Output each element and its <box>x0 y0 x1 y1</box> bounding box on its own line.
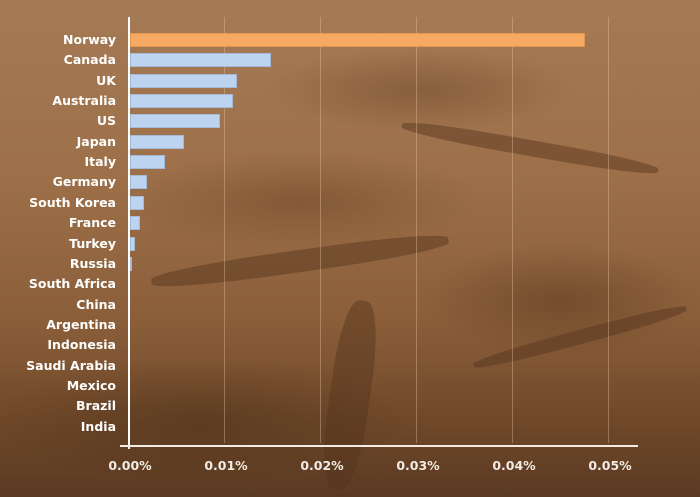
bar-row: Australia <box>0 91 700 111</box>
category-label: Australia <box>52 93 116 109</box>
category-label: UK <box>96 72 116 88</box>
bar-row: US <box>0 111 700 131</box>
bar-row: France <box>0 213 700 233</box>
bar-row: Turkey <box>0 234 700 254</box>
category-label: Russia <box>69 255 116 271</box>
bar <box>130 236 135 251</box>
category-label: Italy <box>84 154 117 170</box>
x-tick-label: 0.01% <box>204 458 248 473</box>
x-tick-label: 0.00% <box>108 458 152 473</box>
bar-row: Italy <box>0 152 700 172</box>
bar-row: India <box>0 417 700 437</box>
bar <box>130 216 140 231</box>
bar <box>130 155 166 170</box>
gridline <box>608 17 609 443</box>
bar <box>130 175 148 190</box>
x-tick-label: 0.05% <box>588 458 632 473</box>
category-label: South Africa <box>28 276 116 292</box>
category-label: China <box>76 296 116 312</box>
category-label: India <box>80 418 116 434</box>
bar-row: Saudi Arabia <box>0 356 700 376</box>
bar-row: South Africa <box>0 274 700 294</box>
bar <box>130 256 132 271</box>
x-tick-label: 0.02% <box>300 458 344 473</box>
bar-row: Brazil <box>0 396 700 416</box>
bar-row: Indonesia <box>0 335 700 355</box>
x-tick-label: 0.03% <box>396 458 440 473</box>
category-label: France <box>68 215 116 231</box>
bar-row: Argentina <box>0 315 700 335</box>
bar-row: China <box>0 295 700 315</box>
gridline <box>320 17 321 443</box>
bar-row: Canada <box>0 50 700 70</box>
bar <box>130 94 233 109</box>
y-axis-line <box>128 17 130 449</box>
category-label: South Korea <box>29 194 116 210</box>
bar-row: Mexico <box>0 376 700 396</box>
bar-row: Germany <box>0 172 700 192</box>
bar <box>130 73 238 88</box>
category-label: Argentina <box>46 316 116 332</box>
category-label: Brazil <box>76 398 116 414</box>
bar <box>130 53 272 68</box>
bar <box>130 114 221 129</box>
highlighted-bar <box>130 33 585 47</box>
category-label: Canada <box>63 52 116 68</box>
bar-row: Norway <box>0 30 700 50</box>
category-label: Japan <box>76 133 116 149</box>
category-label: Norway <box>63 32 116 47</box>
bar-row: South Korea <box>0 193 700 213</box>
category-label: Germany <box>52 174 116 190</box>
category-label: Indonesia <box>47 337 116 353</box>
gridline <box>512 17 513 443</box>
x-tick-label: 0.04% <box>492 458 536 473</box>
bar-row: UK <box>0 71 700 91</box>
category-label: Mexico <box>66 377 116 393</box>
category-label: Saudi Arabia <box>26 357 116 373</box>
bar-row: Russia <box>0 254 700 274</box>
x-axis-line <box>120 445 638 447</box>
bar <box>130 134 184 149</box>
category-label: US <box>96 113 116 129</box>
bar-row: Japan <box>0 132 700 152</box>
bar <box>130 195 145 210</box>
gridline <box>416 17 417 443</box>
category-label: Turkey <box>69 235 116 251</box>
gridline <box>224 17 225 443</box>
